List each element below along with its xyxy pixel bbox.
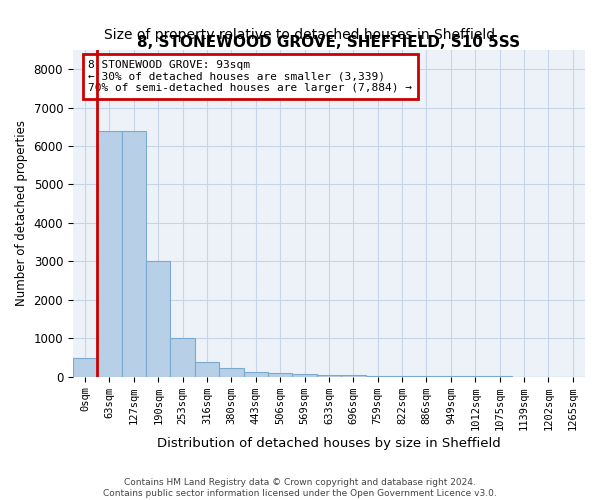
- Bar: [292, 374, 317, 376]
- Text: Contains HM Land Registry data © Crown copyright and database right 2024.
Contai: Contains HM Land Registry data © Crown c…: [103, 478, 497, 498]
- Bar: [122, 132, 146, 376]
- Bar: [219, 368, 244, 376]
- Bar: [146, 262, 170, 376]
- Title: 8, STONEWOOD GROVE, SHEFFIELD, S10 5SS: 8, STONEWOOD GROVE, SHEFFIELD, S10 5SS: [137, 35, 521, 50]
- Bar: [244, 372, 268, 376]
- X-axis label: Distribution of detached houses by size in Sheffield: Distribution of detached houses by size …: [157, 437, 501, 450]
- Bar: [317, 374, 341, 376]
- Bar: [268, 373, 292, 376]
- Bar: [73, 358, 97, 376]
- Text: Size of property relative to detached houses in Sheffield: Size of property relative to detached ho…: [104, 28, 496, 42]
- Text: 8 STONEWOOD GROVE: 93sqm
← 30% of detached houses are smaller (3,339)
70% of sem: 8 STONEWOOD GROVE: 93sqm ← 30% of detach…: [88, 60, 412, 93]
- Bar: [195, 362, 219, 376]
- Bar: [97, 130, 122, 376]
- Y-axis label: Number of detached properties: Number of detached properties: [15, 120, 28, 306]
- Bar: [170, 338, 195, 376]
